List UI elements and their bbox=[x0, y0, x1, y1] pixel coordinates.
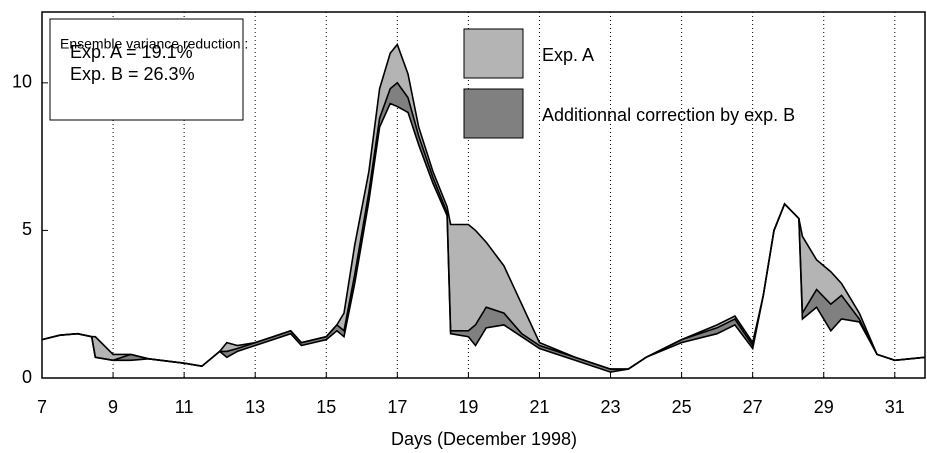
x-tick-label: 17 bbox=[387, 397, 407, 417]
x-tick-label: 31 bbox=[885, 397, 905, 417]
x-tick-label: 23 bbox=[601, 397, 621, 417]
y-tick-label: 10 bbox=[12, 72, 32, 92]
legend-swatch bbox=[463, 28, 524, 79]
plot-frame bbox=[41, 11, 926, 379]
x-tick-label: 21 bbox=[529, 397, 549, 417]
annotation: Ensemble variance reduction : bbox=[60, 36, 248, 52]
annotation: Exp. B = 26.3% bbox=[70, 64, 195, 84]
x-tick-label: 25 bbox=[672, 397, 692, 417]
x-tick-label: 13 bbox=[245, 397, 265, 417]
annotation: Exp. A = 19.1% bbox=[70, 42, 193, 62]
x-tick-label: 9 bbox=[108, 397, 118, 417]
y-tick-label: 5 bbox=[22, 219, 32, 239]
band-area bbox=[42, 82, 925, 373]
x-tick-label: 27 bbox=[743, 397, 763, 417]
series-line bbox=[41, 102, 926, 373]
band-area bbox=[42, 44, 925, 370]
legend-swatch bbox=[463, 88, 524, 139]
x-tick-label: 19 bbox=[458, 397, 478, 417]
annotation-box bbox=[49, 18, 244, 121]
legend-label: Additionnal correction by exp. B bbox=[542, 105, 795, 125]
y-tick-label: 0 bbox=[22, 367, 32, 387]
legend-label: Exp. A bbox=[542, 45, 594, 65]
x-tick-label: 7 bbox=[37, 397, 47, 417]
x-tick-label: 29 bbox=[814, 397, 834, 417]
x-tick-label: 15 bbox=[316, 397, 336, 417]
x-tick-label: 11 bbox=[175, 397, 194, 417]
x-axis-label: Days (December 1998) bbox=[391, 429, 577, 449]
